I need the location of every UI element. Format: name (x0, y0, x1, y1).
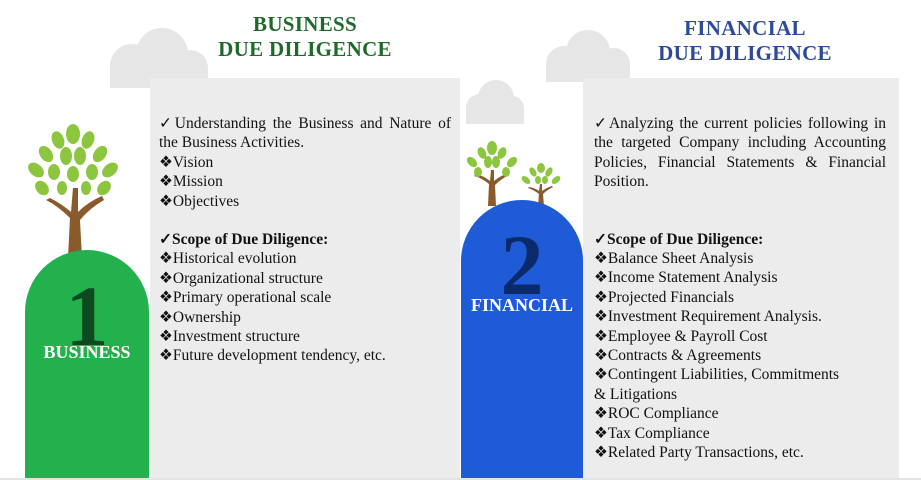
list-item: ❖Investment structure (159, 328, 300, 346)
list-item: ❖Vision (159, 153, 214, 171)
cloud-icon-middle (466, 80, 524, 124)
financial-title-line2: DUE DILIGENCE (658, 41, 832, 65)
financial-title-line1: FINANCIAL (684, 16, 806, 40)
list-item: ❖Ownership (159, 308, 241, 326)
business-content: ✓Understanding the Business and Nature o… (159, 114, 451, 366)
list-item: ❖Investment Requirement Analysis. (594, 308, 822, 326)
list-item: ❖Contingent Liabilities, Commitments (594, 366, 840, 384)
financial-title: FINANCIAL DUE DILIGENCE (590, 16, 900, 66)
financial-content: ✓Analyzing the current policies followin… (594, 114, 886, 463)
business-tab (25, 250, 149, 480)
list-item: ❖Income Statement Analysis (594, 269, 778, 287)
list-item: ❖Employee & Payroll Cost (594, 327, 768, 345)
financial-scope-heading: ✓Scope of Due Diligence: (594, 230, 764, 248)
business-tab-label: BUSINESS (43, 342, 131, 362)
divider (0, 478, 921, 480)
business-title: BUSINESS DUE DILIGENCE (150, 12, 460, 62)
business-title-line2: DUE DILIGENCE (218, 37, 392, 61)
tree-icon-business (28, 124, 118, 258)
business-panel (150, 78, 460, 480)
business-number: 1 (65, 268, 109, 364)
list-item: ❖Related Party Transactions, etc. (594, 444, 804, 462)
list-item: ❖Balance Sheet Analysis (594, 250, 754, 268)
business-intro: ✓Understanding the Business and Nature o… (159, 115, 451, 152)
list-item: ❖Contracts & Agreements (594, 347, 762, 365)
list-item: ❖Projected Financials (594, 288, 735, 306)
cloud-icon-right (546, 30, 630, 82)
list-item: ❖Historical evolution (159, 250, 297, 268)
tree-icon-financial (466, 141, 561, 206)
financial-number: 2 (500, 217, 544, 313)
list-item: ❖Future development tendency, etc. (159, 347, 386, 365)
list-item: & Litigations (594, 385, 678, 403)
business-scope-heading: ✓Scope of Due Diligence: (159, 231, 329, 249)
list-item: ❖ROC Compliance (594, 405, 719, 423)
list-item: ❖Tax Compliance (594, 424, 710, 442)
financial-panel (583, 78, 899, 480)
financial-tab (461, 200, 583, 480)
list-item: ❖Objectives (159, 192, 240, 210)
list-item: ❖Primary operational scale (159, 289, 332, 307)
list-item: ❖Mission (159, 173, 223, 191)
financial-intro: ✓Analyzing the current policies followin… (594, 115, 886, 191)
list-item: ❖Organizational structure (159, 269, 323, 287)
financial-tab-label: FINANCIAL (470, 295, 573, 315)
business-title-line1: BUSINESS (253, 12, 357, 36)
